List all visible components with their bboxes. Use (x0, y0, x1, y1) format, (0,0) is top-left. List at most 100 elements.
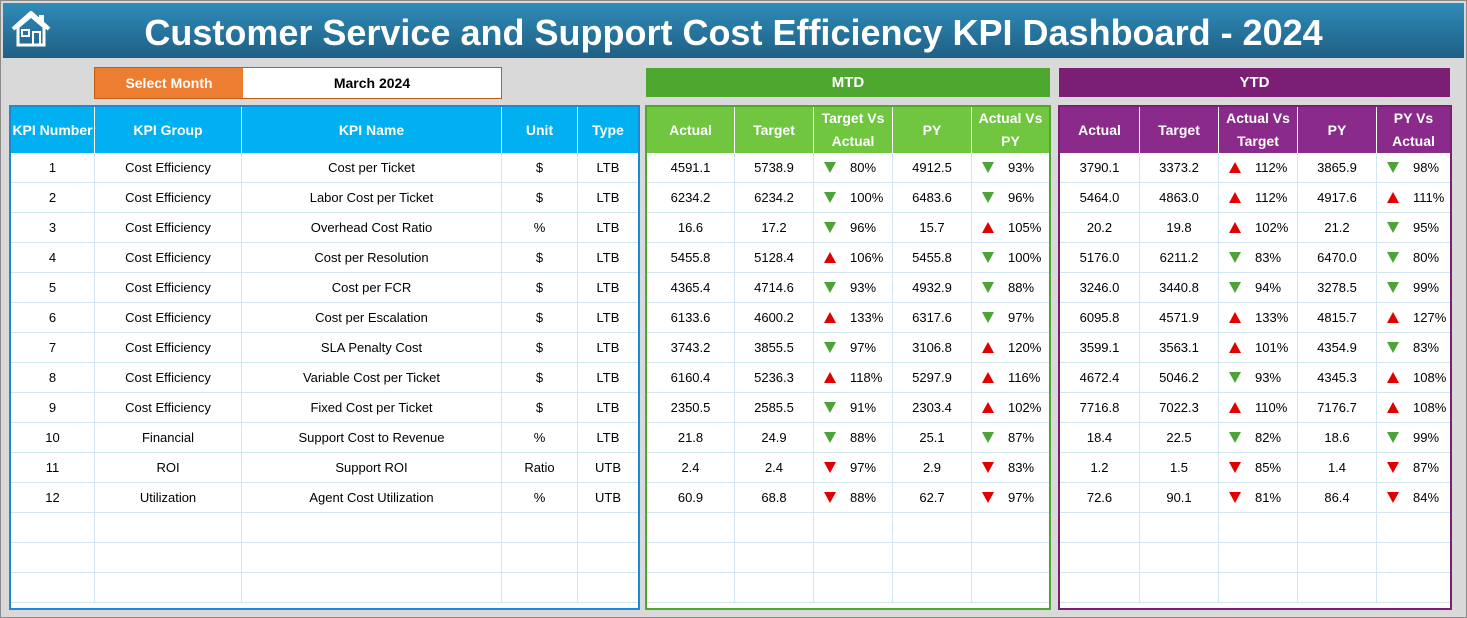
mtd-target-cell: 4600.2 (735, 303, 814, 333)
mtd-actual-vs-py-cell: 83% (972, 453, 1049, 483)
mtd-target-cell: 24.9 (735, 423, 814, 453)
month-selector[interactable]: Select Month March 2024 (94, 67, 502, 99)
table-row: 4 Cost Efficiency Cost per Resolution $ LTB (11, 243, 638, 273)
kpi-name-header: KPI Name (242, 107, 502, 153)
trend-arrow-icon (1387, 222, 1399, 233)
ytd-target-cell: 1.5 (1140, 453, 1219, 483)
ytd-py-vs-actual-cell: 84% (1377, 483, 1450, 513)
ytd-py-vs-actual-cell (1377, 513, 1450, 543)
trend-arrow-icon (1387, 312, 1399, 323)
type-cell (578, 543, 638, 573)
mtd-actual-cell (647, 543, 735, 573)
percent-value: 97% (1008, 310, 1035, 325)
trend-arrow-icon (1229, 372, 1241, 383)
ytd-target-cell: 22.5 (1140, 423, 1219, 453)
mtd-py-cell (893, 573, 972, 603)
kpi-number-cell: 4 (11, 243, 95, 273)
kpi-group-cell: Cost Efficiency (95, 183, 242, 213)
percent-value: 133% (1255, 310, 1289, 325)
mtd-actual-vs-py-cell: 116% (972, 363, 1049, 393)
trend-arrow-icon (824, 462, 836, 473)
mtd-py-cell: 15.7 (893, 213, 972, 243)
ytd-target-cell: 90.1 (1140, 483, 1219, 513)
mtd-target-vs-actual-cell: 80% (814, 153, 893, 183)
trend-arrow-icon (982, 372, 994, 383)
mtd-target-cell (735, 573, 814, 603)
kpi-group-cell: Cost Efficiency (95, 333, 242, 363)
mtd-actual-vs-py-cell: 120% (972, 333, 1049, 363)
mtd-actual-cell: 6234.2 (647, 183, 735, 213)
percent-value: 94% (1255, 280, 1282, 295)
unit-cell: $ (502, 303, 578, 333)
kpi-name-cell: Fixed Cost per Ticket (242, 393, 502, 423)
mtd-actual-cell: 4591.1 (647, 153, 735, 183)
trend-arrow-icon (982, 282, 994, 293)
table-row: 6095.8 4571.9 133% 4815.7 127% (1060, 303, 1450, 333)
kpi-group-cell: Cost Efficiency (95, 393, 242, 423)
table-row: 8 Cost Efficiency Variable Cost per Ticket… (11, 363, 638, 393)
mtd-target-vs-actual-cell (814, 573, 893, 603)
table-row: 11 ROI Support ROI Ratio UTB (11, 453, 638, 483)
ytd-actual-vs-target-cell: 85% (1219, 453, 1298, 483)
ytd-py-cell: 86.4 (1298, 483, 1377, 513)
mtd-py-cell: 2.9 (893, 453, 972, 483)
table-row: 20.2 19.8 102% 21.2 95% (1060, 213, 1450, 243)
ytd-actual-vs-target-cell: 81% (1219, 483, 1298, 513)
unit-header: Unit (502, 107, 578, 153)
percent-value: 97% (850, 460, 877, 475)
mtd-actual-cell (647, 573, 735, 603)
percent-value: 87% (1008, 430, 1035, 445)
type-cell: LTB (578, 213, 638, 243)
percent-value: 102% (1008, 400, 1042, 415)
ytd-py-header: PY (1298, 107, 1377, 153)
trend-arrow-icon (982, 162, 994, 173)
empty-row (11, 543, 638, 573)
ytd-py-cell (1298, 573, 1377, 603)
kpi-number-cell: 8 (11, 363, 95, 393)
ytd-target-cell (1140, 543, 1219, 573)
ytd-py-cell: 21.2 (1298, 213, 1377, 243)
mtd-actual-cell: 5455.8 (647, 243, 735, 273)
percent-value: 105% (1008, 220, 1042, 235)
trend-arrow-icon (824, 342, 836, 353)
kpi-group-cell (95, 543, 242, 573)
mtd-actual-vs-py-cell: 97% (972, 483, 1049, 513)
kpi-number-cell: 12 (11, 483, 95, 513)
table-row: 4365.4 4714.6 93% 4932.9 88% (647, 273, 1049, 303)
ytd-py-cell: 4345.3 (1298, 363, 1377, 393)
mtd-actual-vs-py-cell: 88% (972, 273, 1049, 303)
ytd-actual-cell: 20.2 (1060, 213, 1140, 243)
table-row: 6234.2 6234.2 100% 6483.6 96% (647, 183, 1049, 213)
mtd-actual-vs-py-header: Actual Vs PY (978, 110, 1043, 149)
home-icon[interactable] (9, 9, 53, 49)
trend-arrow-icon (1387, 492, 1399, 503)
ytd-actual-vs-target-cell: 93% (1219, 363, 1298, 393)
mtd-py-cell: 4932.9 (893, 273, 972, 303)
ytd-py-vs-actual-cell: 87% (1377, 453, 1450, 483)
percent-value: 81% (1255, 490, 1282, 505)
empty-row (11, 573, 638, 603)
table-row: 2.4 2.4 97% 2.9 83% (647, 453, 1049, 483)
ytd-actual-cell: 72.6 (1060, 483, 1140, 513)
selected-month-value[interactable]: March 2024 (333, 75, 411, 91)
table-row: 4591.1 5738.9 80% 4912.5 93% (647, 153, 1049, 183)
ytd-py-cell: 3865.9 (1298, 153, 1377, 183)
table-row: 5176.0 6211.2 83% 6470.0 80% (1060, 243, 1450, 273)
kpi-name-cell: Cost per FCR (242, 273, 502, 303)
mtd-target-cell: 4714.6 (735, 273, 814, 303)
table-row: 3 Cost Efficiency Overhead Cost Ratio% LTB (11, 213, 638, 243)
kpi-name-cell: Variable Cost per Ticket (242, 363, 502, 393)
ytd-actual-cell: 6095.8 (1060, 303, 1140, 333)
mtd-actual-cell: 21.8 (647, 423, 735, 453)
mtd-py-header: PY (893, 107, 972, 153)
ytd-actual-cell: 3790.1 (1060, 153, 1140, 183)
mtd-target-cell: 17.2 (735, 213, 814, 243)
kpi-number-cell: 6 (11, 303, 95, 333)
select-month-label: Select Month (95, 68, 243, 98)
mtd-table: Actual Target Target Vs Actual PY Actual… (645, 105, 1051, 610)
kpi-group-cell: Financial (95, 423, 242, 453)
type-cell: LTB (578, 183, 638, 213)
ytd-target-cell (1140, 513, 1219, 543)
percent-value: 97% (1008, 490, 1035, 505)
